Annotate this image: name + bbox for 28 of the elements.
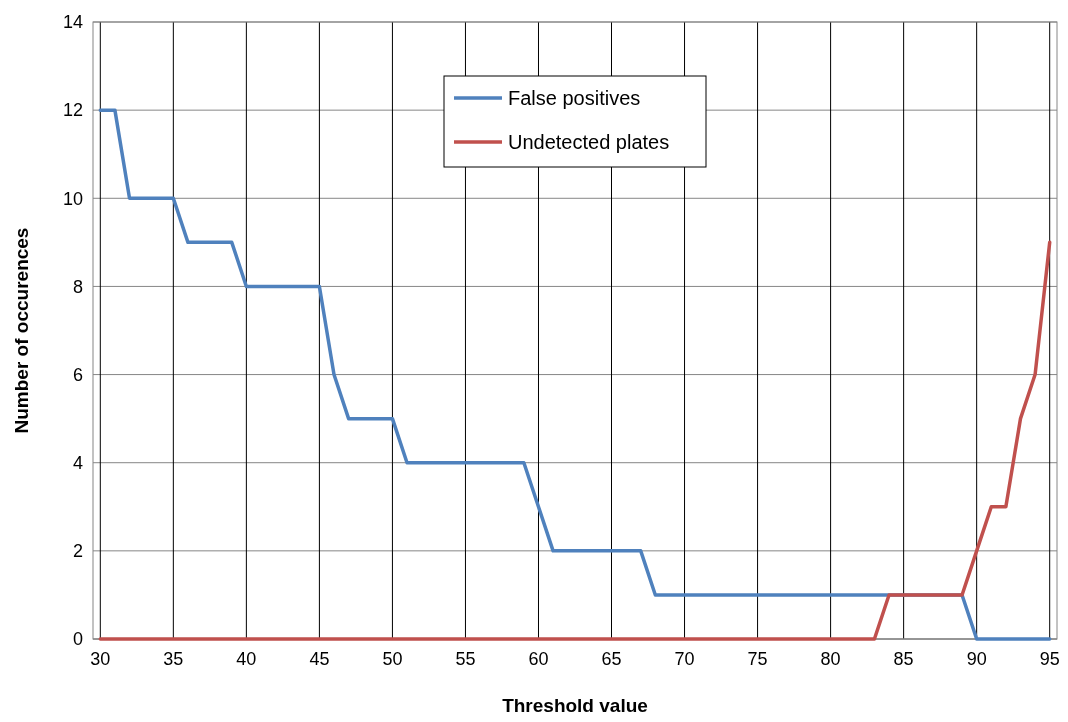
y-tick-label: 8 [72, 276, 83, 297]
x-tick-label: 40 [236, 649, 257, 669]
y-tick-label: 4 [72, 453, 83, 474]
x-axis-title: Threshold value [502, 695, 648, 716]
x-tick-label: 50 [382, 649, 403, 669]
legend-label: Undetected plates [508, 131, 670, 153]
y-tick-label: 12 [62, 100, 83, 121]
x-tick-label: 85 [893, 649, 914, 669]
y-tick-label: 10 [62, 188, 83, 209]
x-tick-label: 55 [455, 649, 476, 669]
y-tick-label: 2 [72, 541, 83, 562]
legend-label: False positives [508, 87, 641, 109]
x-tick-label: 90 [966, 649, 987, 669]
y-axis-title: Number of occurences [11, 227, 32, 434]
x-tick-label: 60 [528, 649, 549, 669]
y-tick-label: 14 [62, 12, 83, 33]
x-tick-label: 35 [163, 649, 184, 669]
x-tick-label: 65 [601, 649, 622, 669]
x-tick-label: 75 [747, 649, 768, 669]
x-tick-label: 80 [820, 649, 841, 669]
line-series [98, 108, 1052, 641]
y-tick-label: 6 [72, 364, 83, 385]
x-tick-label: 70 [674, 649, 695, 669]
x-tick-label: 45 [309, 649, 330, 669]
y-tick-label: 0 [72, 629, 83, 650]
line-series [98, 240, 1052, 641]
x-tick-label: 95 [1039, 649, 1060, 669]
x-tick-label: 30 [90, 649, 111, 669]
